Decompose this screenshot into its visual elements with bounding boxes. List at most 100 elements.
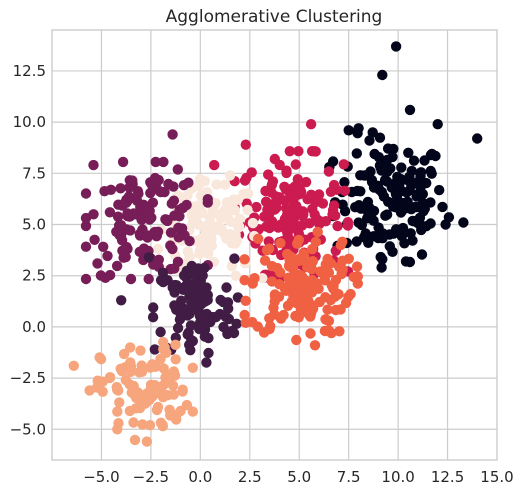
data-point (274, 192, 285, 203)
data-point (421, 221, 432, 232)
data-point (80, 241, 92, 252)
data-point (158, 156, 169, 168)
data-point (197, 270, 208, 281)
data-point (89, 234, 100, 245)
data-point (201, 308, 212, 320)
y-tick-label: −2.5 (10, 369, 46, 387)
data-point (253, 233, 264, 244)
data-point (187, 362, 198, 373)
y-tick-label: 0.0 (22, 318, 46, 336)
data-point (143, 273, 154, 285)
data-point (92, 258, 103, 269)
data-point (319, 325, 331, 337)
data-point (247, 217, 259, 229)
data-point (257, 273, 268, 284)
data-point (239, 309, 250, 321)
data-point (114, 397, 125, 408)
data-point (130, 403, 142, 414)
data-point (125, 366, 136, 377)
data-point (425, 165, 436, 177)
data-point (364, 135, 375, 146)
data-point (202, 194, 213, 205)
data-point (293, 234, 304, 246)
data-point (199, 296, 211, 307)
data-point (377, 69, 388, 81)
data-point (111, 381, 123, 393)
data-point (150, 156, 161, 168)
data-point (298, 209, 309, 220)
data-point (369, 148, 380, 160)
data-point (170, 339, 181, 350)
data-point (115, 183, 126, 194)
data-point (260, 196, 272, 207)
data-point (116, 229, 127, 240)
data-point (390, 188, 402, 200)
data-point (131, 195, 143, 206)
data-point (343, 253, 354, 264)
data-point (128, 417, 139, 428)
data-point (408, 155, 420, 166)
data-point (221, 197, 233, 208)
data-point (129, 389, 140, 400)
data-point (155, 186, 166, 198)
data-point (152, 401, 164, 413)
data-point (240, 295, 251, 306)
x-tick-label: 15.0 (480, 468, 513, 486)
data-point (287, 222, 298, 234)
data-point (322, 304, 333, 315)
data-point (104, 372, 116, 383)
data-point (335, 239, 346, 251)
data-point (351, 148, 362, 159)
data-point (230, 270, 242, 281)
x-tick-label: 0.0 (188, 468, 212, 486)
data-point (264, 243, 275, 254)
x-tick-label: 10.0 (381, 468, 414, 486)
data-point (186, 297, 197, 308)
data-point (241, 172, 252, 184)
data-point (137, 419, 148, 430)
data-point (178, 180, 190, 191)
cluster-6 (68, 336, 198, 447)
x-tick-label: −5.0 (83, 468, 119, 486)
data-point (359, 170, 370, 181)
data-point (406, 180, 417, 191)
data-point (290, 159, 301, 170)
data-point (273, 291, 285, 302)
data-point (111, 260, 123, 272)
data-point (144, 420, 156, 431)
data-point (405, 228, 416, 239)
scatter-points (68, 41, 483, 447)
data-point (123, 191, 135, 202)
data-point (172, 256, 184, 267)
data-point (88, 209, 99, 220)
data-point (141, 436, 153, 447)
data-point (353, 123, 364, 134)
cluster-5 (239, 226, 363, 351)
data-point (340, 297, 352, 309)
data-point (403, 147, 414, 158)
data-point (325, 186, 337, 197)
data-point (104, 207, 116, 218)
data-point (118, 245, 129, 256)
data-point (94, 352, 105, 363)
data-point (177, 386, 188, 397)
data-point (400, 256, 412, 267)
data-point (309, 209, 320, 220)
data-point (158, 363, 169, 374)
data-point (352, 271, 363, 282)
data-point (118, 198, 129, 210)
data-point (201, 357, 212, 368)
data-point (231, 318, 242, 329)
data-point (149, 226, 161, 238)
data-point (288, 290, 299, 302)
data-point (172, 322, 184, 334)
data-point (159, 342, 170, 353)
data-point (359, 232, 370, 243)
data-point (387, 151, 398, 163)
data-point (68, 360, 80, 371)
data-point (147, 312, 159, 323)
data-point (387, 246, 398, 257)
data-point (374, 132, 386, 143)
data-point (186, 334, 197, 346)
data-point (381, 209, 393, 220)
